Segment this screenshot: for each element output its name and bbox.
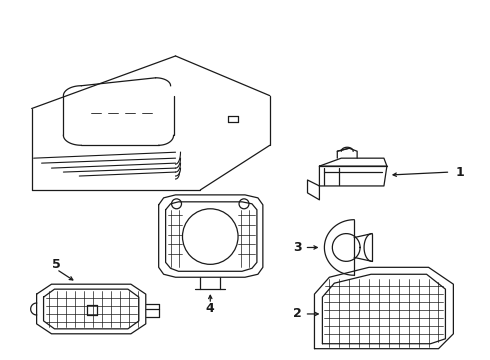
Text: 2: 2 xyxy=(293,307,301,320)
Text: 5: 5 xyxy=(52,258,61,271)
Text: 1: 1 xyxy=(455,166,464,179)
Text: 3: 3 xyxy=(293,241,301,254)
Text: 4: 4 xyxy=(206,302,215,315)
